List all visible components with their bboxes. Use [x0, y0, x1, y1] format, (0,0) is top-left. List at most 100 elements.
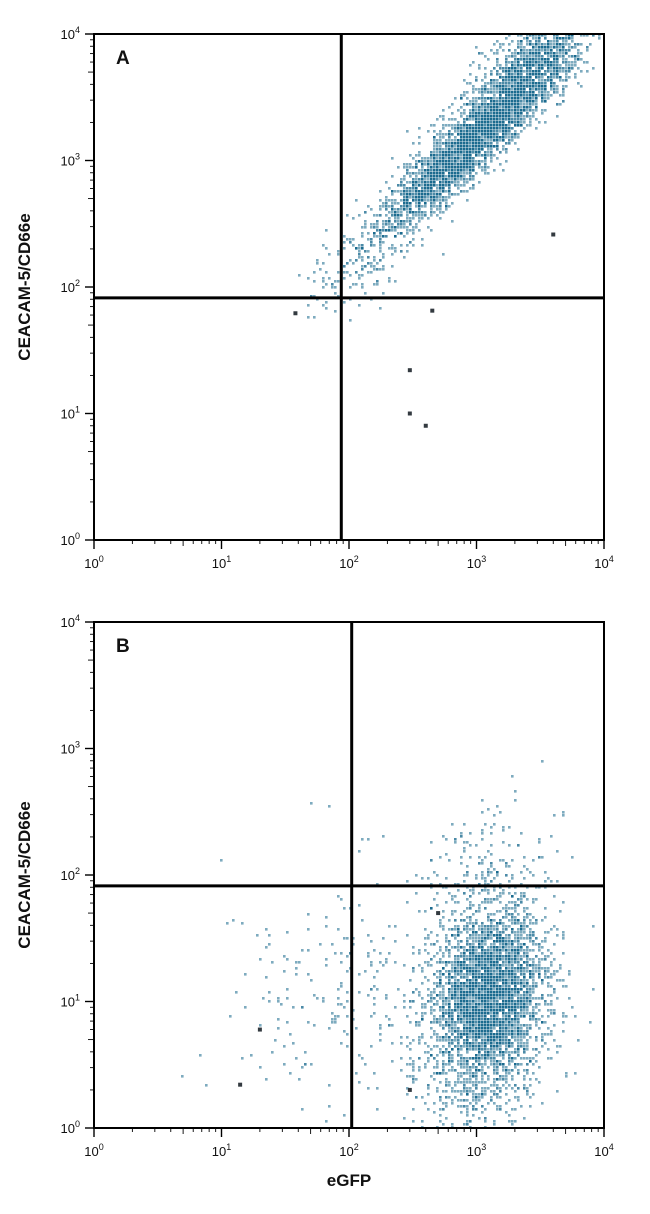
event-dot [502, 91, 505, 94]
event-dot [481, 979, 484, 982]
event-dot [496, 130, 499, 133]
event-dot [286, 958, 289, 961]
event-dot [547, 55, 550, 58]
event-dot [457, 124, 460, 127]
event-dot [544, 973, 547, 976]
event-dot [517, 106, 520, 109]
event-dot [475, 955, 478, 958]
event-dot [496, 925, 499, 928]
event-dot [382, 256, 385, 259]
event-dot [433, 1021, 436, 1024]
event-dot [508, 43, 511, 46]
event-dot [463, 91, 466, 94]
event-dot [502, 1057, 505, 1060]
event-dot [430, 991, 433, 994]
event-dot [421, 211, 424, 214]
event-dot [571, 67, 574, 70]
event-dot [481, 121, 484, 124]
event-dot [481, 1054, 484, 1057]
event-dot [529, 76, 532, 79]
event-dot [529, 934, 532, 937]
event-dot [517, 1036, 520, 1039]
event-dot [454, 163, 457, 166]
event-dot [439, 1018, 442, 1021]
event-dot [496, 115, 499, 118]
event-dot [448, 976, 451, 979]
event-dot [523, 1075, 526, 1078]
event-dot [448, 1045, 451, 1048]
event-dot [529, 40, 532, 43]
event-dot [268, 991, 271, 994]
event-dot [499, 895, 502, 898]
event-dot [499, 100, 502, 103]
event-dot [493, 1048, 496, 1051]
event-dot [472, 958, 475, 961]
event-dot [481, 1039, 484, 1042]
event-dot [502, 1021, 505, 1024]
event-dot [508, 919, 511, 922]
event-dot [388, 1018, 391, 1021]
event-dot [556, 1051, 559, 1054]
event-dot [526, 1024, 529, 1027]
event-dot [529, 49, 532, 52]
event-dot [532, 73, 535, 76]
event-dot [505, 1018, 508, 1021]
event-dot [508, 73, 511, 76]
event-dot [505, 100, 508, 103]
event-dot [535, 94, 538, 97]
event-dot [376, 1108, 379, 1111]
event-dot [511, 931, 514, 934]
event-dot [496, 118, 499, 121]
event-dot [517, 964, 520, 967]
event-dot [463, 160, 466, 163]
event-dot [283, 970, 286, 973]
event-dot [241, 1057, 244, 1060]
event-dot [457, 1051, 460, 1054]
event-dot [442, 1000, 445, 1003]
event-dot [511, 979, 514, 982]
event-dot [469, 967, 472, 970]
event-dot [514, 991, 517, 994]
event-dot [508, 34, 511, 37]
event-dot [257, 1027, 262, 1032]
event-dot [454, 1090, 457, 1093]
event-dot [472, 1114, 475, 1117]
y-tick-label: 101 [61, 405, 80, 422]
event-dot [487, 121, 490, 124]
event-dot [508, 880, 511, 883]
event-dot [466, 1009, 469, 1012]
event-dot [541, 34, 544, 37]
event-dot [460, 967, 463, 970]
event-dot [478, 1096, 481, 1099]
event-dot [400, 208, 403, 211]
event-dot [505, 136, 508, 139]
panel-a-ticks [85, 33, 605, 549]
event-dot [427, 184, 430, 187]
event-dot [457, 967, 460, 970]
event-dot [502, 925, 505, 928]
event-dot [400, 223, 403, 226]
event-dot [244, 973, 247, 976]
event-dot [535, 100, 538, 103]
event-dot [514, 949, 517, 952]
event-dot [382, 226, 385, 229]
event-dot [448, 148, 451, 151]
event-dot [388, 229, 391, 232]
event-dot [457, 1075, 460, 1078]
event-dot [379, 238, 382, 241]
event-dot [490, 121, 493, 124]
event-dot [556, 979, 559, 982]
event-dot [433, 148, 436, 151]
event-dot [577, 1039, 580, 1042]
event-dot [340, 952, 343, 955]
event-dot [466, 103, 469, 106]
event-dot [415, 874, 418, 877]
event-dot [505, 142, 508, 145]
event-dot [532, 1057, 535, 1060]
event-dot [406, 244, 409, 247]
event-dot [463, 181, 466, 184]
event-dot [490, 853, 493, 856]
event-dot [466, 1123, 469, 1126]
event-dot [523, 1015, 526, 1018]
event-dot [478, 52, 481, 55]
